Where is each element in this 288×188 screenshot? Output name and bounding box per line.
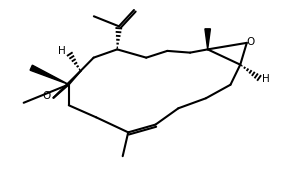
Text: O: O xyxy=(247,37,255,47)
Polygon shape xyxy=(205,29,211,49)
Text: H: H xyxy=(262,74,270,84)
Polygon shape xyxy=(30,65,69,84)
Text: O: O xyxy=(42,91,51,101)
Text: H: H xyxy=(58,46,66,56)
